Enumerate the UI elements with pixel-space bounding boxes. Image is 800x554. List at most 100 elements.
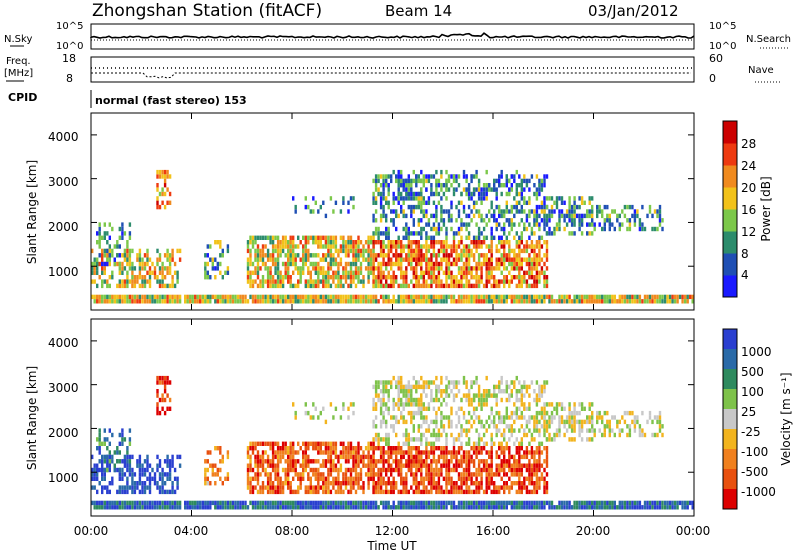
velocity-cell (259, 441, 262, 446)
velocity-cell (472, 450, 476, 455)
velocity-cell (234, 500, 237, 506)
power-cell (184, 299, 187, 304)
velocity-cell (540, 384, 544, 390)
velocity-cell (415, 463, 418, 468)
velocity-cell (141, 500, 144, 506)
velocity-cell (623, 500, 627, 506)
power-cell (580, 299, 584, 304)
power-cell (395, 279, 398, 284)
power-cell (292, 235, 295, 240)
power-cell (148, 294, 152, 300)
power-cell (163, 294, 167, 300)
power-cell (407, 174, 410, 179)
velocity-cell (276, 450, 280, 455)
power-cell (450, 275, 453, 280)
velocity-cell (500, 450, 503, 455)
power-cell (550, 299, 554, 304)
power-cell (324, 299, 328, 304)
velocity-cell (540, 441, 544, 446)
velocity-cell (369, 472, 373, 477)
velocity-cell (347, 476, 350, 481)
velocity-cell (128, 441, 132, 446)
velocity-cell (530, 454, 534, 460)
power-cell (477, 191, 481, 197)
velocity-cell (485, 459, 488, 464)
power-cell (420, 253, 423, 258)
velocity-cell (548, 432, 551, 438)
velocity-cell (553, 432, 556, 438)
power-cell (395, 248, 398, 254)
power-cell (307, 253, 310, 258)
power-cell (153, 299, 157, 304)
velocity-cell (359, 467, 363, 473)
power-cell (405, 178, 408, 184)
velocity-cell (334, 441, 338, 446)
velocity-cell (407, 410, 410, 416)
power-cell (445, 240, 448, 245)
velocity-cell (520, 481, 523, 486)
power-cell (528, 257, 531, 262)
velocity-cell (327, 446, 330, 451)
velocity-cell (307, 441, 310, 446)
velocity-cell (580, 419, 584, 425)
velocity-cell (462, 410, 466, 416)
velocity-cell (216, 467, 219, 473)
power-cell (302, 235, 305, 240)
power-cell (410, 209, 413, 214)
power-cell (503, 209, 506, 214)
power-cell (372, 196, 375, 201)
power-cell (407, 294, 410, 300)
power-cell (166, 253, 169, 258)
velocity-cell (307, 446, 310, 451)
power-cell (143, 299, 147, 304)
velocity-heatmap (91, 375, 694, 510)
velocity-cell (156, 454, 159, 460)
velocity-cell (568, 505, 571, 510)
power-cell (477, 178, 481, 184)
velocity-cell (163, 472, 167, 477)
velocity-cell (505, 446, 508, 451)
power-cell (510, 226, 513, 232)
velocity-cell (535, 410, 539, 416)
power-cell (219, 253, 222, 258)
power-cell (118, 283, 121, 289)
power-cell (457, 266, 461, 271)
velocity-cell (641, 505, 644, 510)
power-cell (324, 294, 328, 300)
power-cell (302, 261, 305, 267)
power-cell (470, 196, 473, 201)
power-cell (405, 299, 408, 304)
velocity-cell (106, 454, 109, 460)
velocity-cell (467, 476, 471, 481)
power-cell (136, 275, 139, 280)
power-cell (259, 266, 262, 271)
power-cell (651, 299, 654, 304)
velocity-cell (432, 446, 436, 451)
power-cell (292, 299, 295, 304)
power-cell (681, 299, 684, 304)
velocity-cell (515, 505, 518, 510)
power-cell (525, 200, 529, 205)
freq-right-tick-bottom: 0 (709, 72, 716, 85)
freq-right-tick-top: 60 (709, 52, 723, 65)
power-cell (530, 261, 534, 267)
power-cell (108, 235, 111, 240)
velocity-cell (430, 446, 433, 451)
power-cell (314, 283, 317, 289)
velocity-cell (362, 454, 365, 460)
velocity-cell (575, 419, 579, 425)
velocity-cell (390, 384, 393, 390)
power-cell (113, 294, 116, 300)
power-cell (520, 283, 523, 289)
power-cell (261, 279, 265, 284)
power-cell (410, 266, 413, 271)
velocity-cell (573, 437, 576, 442)
power-cell (156, 196, 159, 201)
power-cell (505, 279, 508, 284)
power-cell (442, 299, 446, 304)
velocity-cell (613, 500, 616, 506)
velocity-cell (176, 481, 179, 486)
power-cell (136, 294, 139, 300)
velocity-cell (518, 380, 521, 385)
velocity-cell (405, 450, 408, 455)
